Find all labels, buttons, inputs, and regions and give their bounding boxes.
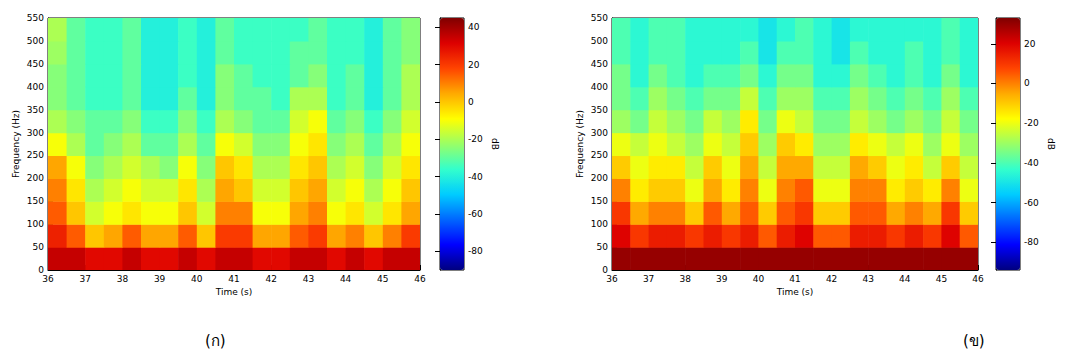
svg-text:20: 20 xyxy=(1024,39,1036,49)
svg-text:46: 46 xyxy=(414,274,426,284)
svg-text:50: 50 xyxy=(597,242,609,252)
svg-text:100: 100 xyxy=(27,219,44,229)
svg-text:(ก): (ก) xyxy=(205,332,226,350)
svg-text:500: 500 xyxy=(27,36,44,46)
svg-text:0: 0 xyxy=(38,265,44,275)
svg-text:43: 43 xyxy=(862,274,873,284)
svg-text:150: 150 xyxy=(591,196,608,206)
svg-text:0: 0 xyxy=(468,97,474,107)
svg-text:450: 450 xyxy=(591,59,608,69)
svg-text:-60: -60 xyxy=(468,209,483,219)
svg-text:200: 200 xyxy=(591,173,608,183)
svg-text:0: 0 xyxy=(602,265,608,275)
svg-text:37: 37 xyxy=(643,274,654,284)
svg-text:41: 41 xyxy=(228,274,239,284)
svg-text:550: 550 xyxy=(591,13,608,23)
svg-text:Frequency (Hz): Frequency (Hz) xyxy=(575,110,585,178)
svg-text:45: 45 xyxy=(936,274,947,284)
svg-text:dB: dB xyxy=(490,138,500,150)
svg-text:44: 44 xyxy=(340,274,352,284)
svg-text:-40: -40 xyxy=(1024,158,1039,168)
svg-text:46: 46 xyxy=(972,274,984,284)
svg-text:400: 400 xyxy=(27,82,44,92)
svg-text:500: 500 xyxy=(591,36,608,46)
svg-text:36: 36 xyxy=(42,274,54,284)
svg-text:Frequency (Hz): Frequency (Hz) xyxy=(11,110,21,178)
svg-text:Time (s): Time (s) xyxy=(215,287,253,297)
svg-text:200: 200 xyxy=(27,173,44,183)
svg-text:550: 550 xyxy=(27,13,44,23)
svg-text:42: 42 xyxy=(826,274,837,284)
svg-text:50: 50 xyxy=(33,242,45,252)
svg-text:-80: -80 xyxy=(1024,237,1039,247)
svg-text:300: 300 xyxy=(27,128,44,138)
svg-text:-80: -80 xyxy=(468,246,483,256)
svg-text:0: 0 xyxy=(1024,78,1030,88)
svg-text:37: 37 xyxy=(79,274,90,284)
svg-text:45: 45 xyxy=(377,274,388,284)
svg-text:41: 41 xyxy=(789,274,800,284)
svg-text:-60: -60 xyxy=(1024,198,1039,208)
svg-text:400: 400 xyxy=(591,82,608,92)
svg-text:-20: -20 xyxy=(468,134,483,144)
svg-text:350: 350 xyxy=(591,105,608,115)
svg-text:250: 250 xyxy=(27,150,44,160)
svg-text:Time (s): Time (s) xyxy=(776,287,814,297)
svg-text:350: 350 xyxy=(27,105,44,115)
svg-text:38: 38 xyxy=(117,274,129,284)
svg-text:300: 300 xyxy=(591,128,608,138)
svg-text:39: 39 xyxy=(154,274,166,284)
svg-text:44: 44 xyxy=(899,274,911,284)
svg-text:250: 250 xyxy=(591,150,608,160)
svg-text:20: 20 xyxy=(468,60,480,70)
svg-text:43: 43 xyxy=(303,274,314,284)
svg-text:(ข): (ข) xyxy=(963,332,985,350)
svg-text:150: 150 xyxy=(27,196,44,206)
svg-text:100: 100 xyxy=(591,219,608,229)
svg-text:-20: -20 xyxy=(1024,118,1039,128)
svg-text:42: 42 xyxy=(265,274,276,284)
svg-text:40: 40 xyxy=(191,274,203,284)
svg-text:-40: -40 xyxy=(468,172,483,182)
svg-text:36: 36 xyxy=(606,274,618,284)
svg-text:450: 450 xyxy=(27,59,44,69)
svg-text:dB: dB xyxy=(1046,138,1056,150)
svg-text:39: 39 xyxy=(716,274,728,284)
svg-text:40: 40 xyxy=(468,22,480,32)
svg-text:38: 38 xyxy=(679,274,691,284)
svg-text:40: 40 xyxy=(753,274,765,284)
